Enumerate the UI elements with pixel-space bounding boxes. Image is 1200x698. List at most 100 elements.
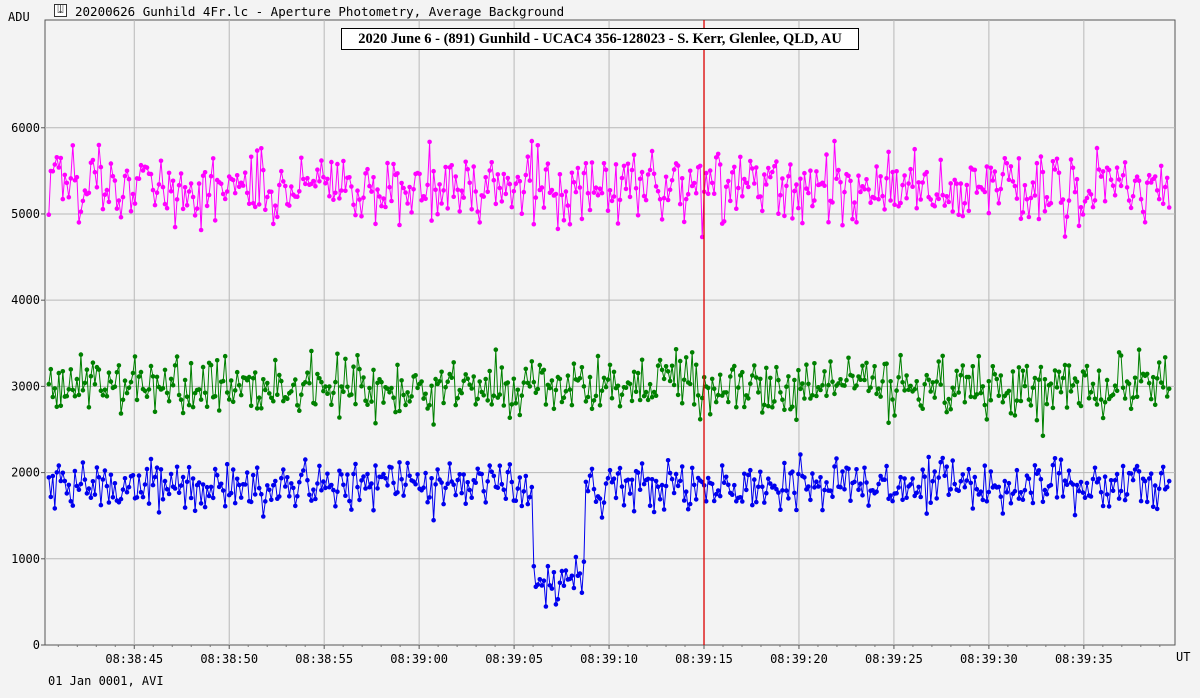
data-point — [836, 381, 841, 386]
data-point — [553, 387, 559, 393]
data-point — [58, 155, 64, 161]
data-point — [736, 185, 741, 191]
data-point — [1152, 402, 1158, 408]
data-point — [519, 211, 525, 216]
data-point — [565, 373, 571, 379]
data-point — [631, 152, 637, 158]
data-point — [619, 484, 625, 489]
data-point — [908, 482, 913, 487]
data-point — [1052, 456, 1058, 461]
data-point — [483, 500, 489, 505]
data-point — [389, 465, 394, 470]
data-point — [359, 214, 364, 219]
data-point — [639, 169, 645, 175]
data-point — [399, 378, 404, 383]
x-tick-label: 08:39:00 — [390, 652, 448, 666]
data-point — [289, 184, 294, 189]
data-point — [1148, 180, 1154, 185]
data-point — [866, 503, 871, 508]
data-point — [202, 504, 208, 510]
data-point — [1126, 381, 1132, 387]
data-point — [571, 585, 577, 591]
data-point — [667, 187, 673, 193]
data-point — [1094, 402, 1100, 407]
data-point — [519, 503, 525, 509]
data-point — [423, 196, 428, 202]
data-point — [848, 498, 853, 504]
data-point — [375, 380, 380, 386]
data-point — [1050, 159, 1056, 164]
data-point — [1132, 467, 1138, 472]
data-point — [132, 354, 138, 359]
data-point — [669, 178, 675, 183]
data-point — [559, 568, 565, 574]
data-point — [523, 366, 529, 372]
data-point — [653, 393, 659, 399]
data-point — [934, 379, 939, 384]
data-point — [106, 500, 112, 505]
data-point — [487, 463, 493, 468]
data-point — [295, 194, 300, 200]
data-point — [148, 456, 154, 462]
data-point — [1164, 484, 1170, 490]
data-point — [186, 464, 192, 470]
data-point — [541, 205, 547, 210]
data-point — [168, 189, 174, 194]
data-point — [60, 470, 66, 476]
lightcurve-app-icon[interactable]: ⍗ — [54, 4, 67, 17]
data-point — [46, 381, 52, 387]
data-point — [848, 178, 853, 184]
data-point — [501, 403, 507, 408]
data-point — [836, 167, 841, 173]
data-point — [736, 385, 741, 390]
data-point — [677, 358, 683, 364]
data-point — [770, 169, 775, 175]
data-point — [224, 390, 230, 395]
data-point — [864, 360, 869, 366]
data-point — [661, 195, 667, 201]
data-point — [487, 368, 493, 374]
data-point — [960, 213, 966, 219]
data-point — [695, 393, 701, 398]
data-point — [1090, 204, 1096, 210]
data-point — [427, 139, 432, 145]
data-point — [838, 377, 843, 382]
data-point — [832, 138, 837, 144]
data-point — [778, 507, 783, 512]
data-point — [928, 500, 933, 506]
data-point — [148, 171, 154, 177]
data-point — [629, 398, 635, 404]
data-point — [659, 482, 665, 488]
data-point — [437, 379, 442, 384]
data-point — [810, 471, 815, 476]
data-point — [537, 362, 543, 368]
data-point — [1032, 375, 1038, 381]
data-point — [345, 384, 350, 390]
data-point — [142, 482, 148, 487]
data-point — [730, 492, 735, 498]
data-point — [443, 485, 448, 491]
data-point — [1048, 482, 1054, 488]
data-point — [238, 392, 244, 398]
data-point — [1064, 482, 1070, 488]
data-point — [525, 380, 531, 386]
data-point — [882, 207, 887, 212]
data-point — [130, 370, 136, 376]
data-point — [599, 515, 605, 520]
data-point — [1056, 369, 1062, 375]
data-point — [1070, 383, 1076, 388]
data-point — [138, 369, 144, 375]
data-point — [567, 222, 573, 227]
data-point — [762, 172, 767, 177]
data-point — [631, 369, 637, 375]
data-point — [1022, 183, 1028, 188]
data-point — [501, 487, 507, 493]
data-point — [641, 193, 647, 199]
data-point — [601, 161, 607, 166]
data-point — [675, 163, 681, 168]
data-point — [170, 178, 176, 184]
data-point — [1096, 368, 1102, 374]
data-point — [858, 481, 863, 487]
data-point — [804, 362, 809, 368]
